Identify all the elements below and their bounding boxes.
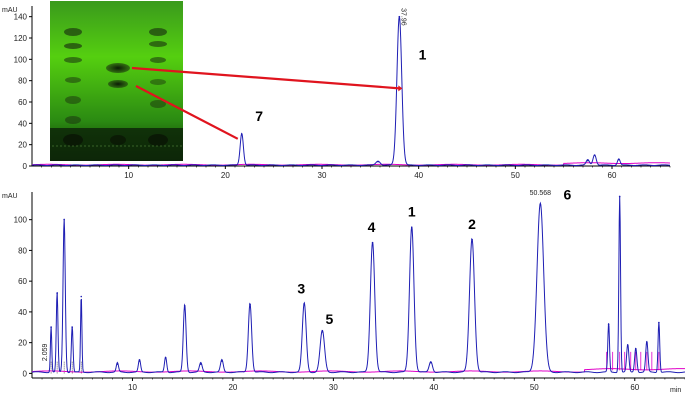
tlc-lane-right [148,28,168,146]
bot-peak-apex [607,323,610,325]
bot-x-tick-label: 50 [530,383,539,392]
connector-band-7-to-peak-7 [135,85,239,140]
bot-x-tick-label: 10 [128,383,137,392]
bottom-y-unit: mAU [2,193,18,200]
bot-peak-apex [634,347,637,350]
bot-x-tick-label: 20 [228,383,237,392]
peak-number-label: 3 [297,280,305,296]
retention-time-label: 37.96 [399,8,406,26]
bot-peak-apex [50,326,52,329]
top-y-tick-label: 120 [14,34,28,43]
top-annotations: 1 7 37.96 [255,8,426,124]
bot-peak-apex [56,292,58,295]
bot-peak-apex [539,203,542,206]
bot-peak-apex [116,363,119,365]
top-y-tick-label: 60 [18,98,27,107]
bot-peak-apex [410,226,413,229]
bot-peak-apex [321,331,324,333]
peak-number-label: 5 [325,311,333,327]
bot-y-tick-label: 80 [18,246,27,255]
peak-number-label: 6 [564,187,572,203]
bot-peak-apex [371,241,374,244]
top-y-tick-label: 100 [14,55,28,64]
bot-x-tick-label: 60 [630,383,639,392]
bot-peak-apex [249,303,251,306]
bot-peak-apex [183,304,186,307]
peak-number-label: 2 [468,216,476,232]
bot-peak-apex [164,357,167,359]
bot-x-tick-label: 30 [329,383,338,392]
top-signal-trace [31,16,671,166]
bot-peak-apex [618,195,621,198]
tlc-lane-middle [106,63,130,145]
bot-peak-apex [626,344,629,347]
top-peak-apex [377,160,379,163]
top-peak-apex [587,159,589,162]
top-peak-apex [240,133,243,135]
band-to-peak-connectors [131,66,403,140]
bottom-annotations: 3 5 4 1 2 6 50.568 2.059 [42,187,571,361]
bot-y-tick-label: 0 [23,369,28,378]
top-y-tick-label: 80 [18,77,27,86]
bot-y-tick-label: 100 [14,216,28,225]
connector-band-1-to-peak-1 [131,66,400,90]
top-x-tick-label: 60 [608,171,617,180]
peak-number-label: 1 [408,204,416,220]
top-chromatogram-panel: 0 20 40 60 80 100 120 140 10 20 30 40 50 60 mAU 1 7 37.… [2,6,671,180]
tlc-band-1 [106,63,130,73]
bottom-chromatogram-panel: 0 20 40 60 80 100 10 20 30 40 50 60 mAU min 3 5 4 1 2 6 5… [2,187,685,394]
top-y-tick-label: 140 [14,13,28,22]
top-y-tick-label: 40 [18,119,27,128]
bot-peak-apex [221,360,223,362]
top-x-tick-label: 40 [414,171,423,180]
bot-peak-apex [658,321,660,324]
bot-peak-apex [430,361,432,364]
bottom-axis [29,192,685,381]
retention-time-label: 50.568 [530,190,552,197]
retention-time-label: 2.059 [42,343,49,361]
bot-peak-apex [471,238,473,241]
top-y-tick-label: 20 [18,141,27,150]
bot-peak-apex [646,341,648,344]
top-peak-apex [593,154,596,157]
top-x-tick-label: 10 [124,171,133,180]
top-tick-labels: 0 20 40 60 80 100 120 140 10 20 30 40 50 60 [14,13,617,180]
peak-number-label: 4 [368,219,376,235]
bot-peak-apex [303,303,306,306]
bot-y-tick-label: 60 [18,277,27,286]
bottom-signal-trace [31,195,685,374]
bot-x-tick-label: 40 [429,383,438,392]
top-x-tick-label: 20 [221,171,230,180]
peak-number-label: 1 [419,46,427,62]
bottom-peak-marks [50,195,660,365]
bot-peak-apex [71,326,73,329]
tlc-lane-left [63,28,83,146]
connector-arrowhead [398,85,403,92]
top-peak-marks [240,15,620,163]
top-peak-apex [398,15,401,18]
top-peak-apex [617,158,620,161]
bot-y-tick-label: 20 [18,339,27,348]
top-axis [29,6,671,169]
top-x-tick-label: 50 [511,171,520,180]
bottom-x-unit: min [670,387,681,394]
top-y-unit: mAU [2,7,18,14]
tlc-band-7 [108,80,128,88]
bot-peak-apex [199,363,202,365]
peak-number-label: 7 [255,108,263,124]
tlc-plate-inset [50,1,183,161]
bot-peak-apex [80,295,83,298]
top-x-tick-label: 30 [318,171,327,180]
bottom-integration-marks [50,351,660,374]
bot-peak-apex [63,218,65,221]
bottom-tick-labels: 0 20 40 60 80 100 10 20 30 40 50 60 [14,216,640,392]
top-y-tick-label: 0 [23,162,28,171]
bot-peak-apex [138,360,141,362]
bot-y-tick-label: 40 [18,308,27,317]
